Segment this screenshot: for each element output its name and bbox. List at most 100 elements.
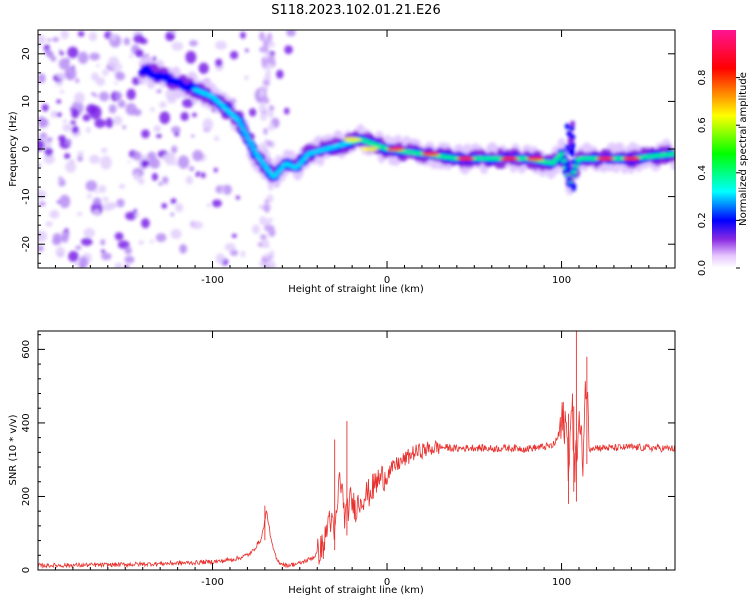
line-x-tick-label: -100	[201, 577, 224, 588]
heatmap-cell	[266, 140, 273, 147]
heatmap-cell	[109, 33, 117, 41]
heatmap-cell	[202, 118, 214, 131]
heatmap-cell	[240, 250, 246, 258]
heatmap-cell	[269, 259, 274, 268]
heatmap-cell	[566, 130, 572, 137]
heatmap-cell	[189, 40, 198, 47]
heatmap-cell	[38, 245, 44, 252]
heatmap-cell	[60, 30, 69, 40]
heatmap-cell	[286, 30, 296, 37]
heatmap-cell	[190, 134, 195, 138]
heatmap-cell	[177, 155, 190, 169]
colorbar-tick-label: 0.4	[697, 165, 708, 181]
heatmap-cell	[108, 56, 120, 69]
heatmap-cell	[170, 228, 182, 240]
heatmap-cell	[76, 211, 83, 216]
heatmap-cell	[236, 119, 243, 124]
heatmap-cell	[115, 71, 126, 81]
heatmap-cell	[564, 123, 570, 130]
heatmap-cell	[180, 111, 189, 121]
heatmap-cell	[138, 240, 144, 245]
heatmap-cell	[283, 107, 290, 115]
colorbar-label: Normalized spectral amplitude	[738, 72, 749, 226]
heatmap-cell	[132, 151, 142, 161]
heatmap-cell	[264, 253, 270, 259]
heatmap-cell	[155, 233, 167, 243]
heatmap-cell	[74, 92, 85, 104]
colorbar-tick-label: 0.6	[697, 117, 708, 133]
line-x-tick-label: 0	[384, 577, 390, 588]
heatmap-cell	[125, 211, 137, 221]
heatmap-cell	[98, 91, 110, 102]
heatmap-cell	[100, 252, 112, 261]
heatmap-cell	[171, 126, 181, 134]
heatmap-cell	[570, 134, 576, 141]
heatmap-cell	[89, 52, 101, 61]
heatmap-cell	[164, 152, 176, 166]
heatmap-cell	[263, 96, 270, 104]
heatmap-cell	[52, 233, 62, 242]
heatmap-cell	[65, 161, 77, 173]
heatmap-cell	[500, 156, 519, 161]
heatmap-cell	[244, 135, 251, 140]
heatmap-cell	[421, 151, 440, 156]
heatmap-cell	[38, 73, 46, 84]
heatmap-cell	[570, 120, 576, 127]
heatmap-cell	[114, 262, 123, 268]
heatmap-cell	[78, 256, 89, 268]
heatmap-cell	[88, 31, 98, 42]
heatmap-cell	[85, 127, 91, 133]
heatmap-cell	[100, 155, 112, 170]
heatmap-cell	[268, 123, 275, 131]
heatmap-cell	[58, 176, 63, 180]
heatmap-cell	[80, 237, 93, 246]
heatmap-cell	[116, 198, 125, 208]
heatmap-cell	[224, 243, 236, 252]
heatmap-cell	[215, 253, 225, 264]
line-plot-area	[38, 331, 675, 569]
heatmap-cell	[268, 225, 275, 230]
heatmap-cell	[39, 201, 46, 207]
heatmap-cell	[263, 38, 269, 49]
heatmap-cell	[71, 125, 79, 134]
heatmap-cell	[59, 51, 65, 56]
heatmap-cell	[56, 112, 62, 118]
heatmap-cell	[75, 78, 80, 84]
heatmap-cell	[91, 92, 95, 96]
heatmap-cell	[182, 98, 194, 108]
colorbar-tick-label: 0.8	[697, 70, 708, 86]
heatmap-cell	[60, 89, 65, 94]
heatmap-cell	[267, 54, 275, 65]
heatmap-cell	[38, 34, 46, 45]
heatmap-cell	[268, 105, 275, 112]
heatmap-cell	[93, 209, 100, 215]
heatmap-cell	[122, 125, 127, 130]
heatmap-cell	[231, 233, 237, 238]
heatmap-cell	[102, 69, 109, 76]
heatmap-cell	[596, 156, 615, 161]
heatmap-cell	[196, 171, 201, 175]
heatmap-cell	[62, 119, 67, 123]
heatmap-cell	[214, 135, 220, 142]
heatmap-cell	[250, 147, 257, 152]
heatmap-cell	[71, 108, 80, 119]
heatmap-cell	[98, 185, 107, 194]
line-axes: -100 0 100 0 200 400 600	[21, 331, 675, 588]
heatmap-cell	[198, 62, 209, 74]
heatmap-y-tick-label: 10	[21, 95, 32, 108]
heatmap-cell	[248, 143, 255, 148]
heatmap-cell	[263, 204, 269, 212]
heatmap-cell	[360, 146, 379, 152]
heatmap-cell	[114, 81, 118, 85]
heatmap-cell	[229, 249, 239, 256]
heatmap-cell	[171, 41, 184, 51]
heatmap-cell	[77, 151, 84, 157]
heatmap-cell	[526, 156, 545, 161]
heatmap-cell	[229, 50, 239, 60]
heatmap-cell	[56, 99, 62, 104]
heatmap-cell	[55, 246, 66, 258]
snr-series-line	[38, 380, 675, 569]
heatmap-cell	[245, 48, 249, 53]
heatmap-cell	[65, 138, 72, 146]
heatmap-cell	[191, 221, 203, 230]
